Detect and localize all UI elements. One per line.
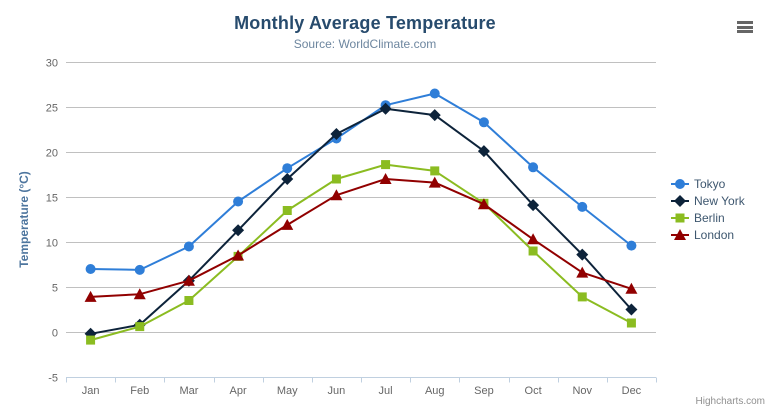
series-berlin-marker[interactable]	[430, 166, 440, 176]
series-new-york-line[interactable]	[90, 107, 633, 335]
series-london-marker[interactable]	[232, 249, 245, 261]
x-tick-label: Jan	[82, 385, 100, 397]
legend-label: New York	[694, 193, 745, 208]
series-london-marker[interactable]	[625, 282, 638, 294]
legend-marker-triangle-icon	[671, 228, 689, 240]
series-berlin-marker[interactable]	[528, 246, 538, 256]
series-new-york-marker[interactable]	[527, 199, 540, 212]
legend-marker-square-icon	[671, 213, 689, 222]
x-tick-label: Feb	[130, 385, 149, 397]
series-london-marker[interactable]	[133, 288, 146, 300]
x-tick-label: Mar	[179, 385, 198, 397]
series-tokyo-marker[interactable]	[626, 240, 637, 251]
legend-label: Berlin	[694, 210, 725, 225]
series-tokyo-line[interactable]	[90, 92, 633, 271]
legend-item-london[interactable]: London	[671, 226, 745, 243]
series-new-york-marker[interactable]	[428, 109, 441, 122]
series-tokyo-marker[interactable]	[282, 163, 293, 174]
series-new-york-marker[interactable]	[379, 102, 392, 115]
legend-marker-diamond-icon	[671, 194, 689, 207]
series-tokyo-marker[interactable]	[528, 162, 539, 173]
y-tick-label: 0	[52, 328, 58, 340]
series-tokyo-marker[interactable]	[478, 117, 489, 128]
x-tick-label: Aug	[425, 385, 445, 397]
series-london-marker[interactable]	[576, 266, 589, 278]
series-berlin-marker[interactable]	[135, 322, 145, 332]
x-tick-label: May	[277, 385, 298, 397]
series-tokyo-marker[interactable]	[85, 264, 96, 274]
series-tokyo-marker[interactable]	[183, 241, 194, 252]
series-berlin-marker[interactable]	[282, 206, 292, 215]
series-berlin-marker[interactable]	[184, 296, 194, 305]
series-new-york-marker[interactable]	[625, 303, 638, 316]
legend-item-new-york[interactable]: New York	[671, 192, 745, 209]
series-berlin-marker[interactable]	[86, 335, 96, 345]
series-london-marker[interactable]	[281, 218, 294, 230]
hamburger-icon	[733, 21, 757, 34]
x-tick-label: Nov	[572, 385, 592, 397]
y-tick-label: 30	[46, 58, 58, 70]
series-berlin-line[interactable]	[90, 163, 632, 342]
series-tokyo-marker[interactable]	[134, 264, 145, 275]
legend-item-tokyo[interactable]: Tokyo	[671, 175, 745, 192]
x-tick-label: Jul	[379, 385, 393, 397]
series-london-line[interactable]	[90, 178, 632, 298]
x-tick-label: Jun	[328, 385, 346, 397]
series-tokyo-marker[interactable]	[233, 196, 244, 207]
series-london-marker[interactable]	[330, 189, 343, 201]
x-tick-label: Dec	[622, 385, 642, 397]
series-london-marker[interactable]	[428, 176, 441, 188]
series-berlin-marker[interactable]	[577, 292, 587, 302]
export-menu-button[interactable]	[733, 17, 757, 39]
series-london-marker[interactable]	[527, 233, 540, 245]
series-tokyo-marker[interactable]	[577, 201, 588, 212]
x-tick-label: Sep	[474, 385, 494, 397]
series-london-marker[interactable]	[182, 274, 195, 286]
series-new-york-marker[interactable]	[477, 145, 490, 158]
chart-subtitle: Source: WorldClimate.com	[293, 37, 437, 51]
y-tick-label: 20	[46, 148, 58, 160]
y-tick-label: 10	[46, 238, 58, 250]
series-london-marker[interactable]	[84, 290, 97, 302]
y-tick-label: 15	[46, 193, 58, 205]
y-tick-label: 25	[46, 103, 58, 115]
series-new-york-marker[interactable]	[232, 224, 245, 237]
series-berlin-marker[interactable]	[331, 174, 341, 184]
credits-link[interactable]: Highcharts.com	[695, 396, 765, 407]
legend-marker-circle-icon	[671, 178, 689, 189]
legend-label: Tokyo	[694, 176, 726, 191]
legend: Tokyo New York Berlin London	[671, 175, 745, 243]
series-berlin-marker[interactable]	[626, 318, 636, 328]
chart-title: Monthly Average Temperature	[234, 13, 496, 33]
series-new-york-marker[interactable]	[330, 128, 343, 140]
y-tick-label: -5	[48, 373, 58, 385]
series-tokyo-marker[interactable]	[429, 88, 440, 99]
y-axis-title: Temperature (°C)	[17, 171, 31, 268]
legend-label: London	[694, 227, 735, 242]
series-berlin-marker[interactable]	[381, 160, 391, 170]
series-london-marker[interactable]	[477, 198, 490, 210]
legend-item-berlin[interactable]: Berlin	[671, 209, 745, 226]
series-london-marker[interactable]	[379, 173, 392, 184]
y-tick-label: 5	[52, 283, 58, 295]
x-tick-label: Apr	[230, 385, 247, 397]
series-new-york-marker[interactable]	[281, 173, 294, 185]
series-new-york-marker[interactable]	[576, 248, 589, 261]
x-tick-label: Oct	[525, 385, 542, 397]
